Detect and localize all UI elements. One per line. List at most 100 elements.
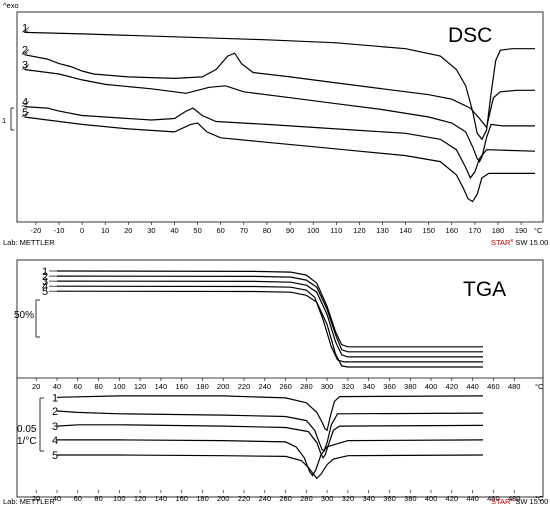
dtg-x-tick-label: 200 [217,494,230,503]
dsc-x-tick-label: 90 [286,226,294,235]
dsc-leader-line-3 [21,64,30,70]
tga-x-tick-label: 200 [217,382,230,391]
dtg-series-label-5: 5 [52,450,58,462]
dsc-footer-software: STARe SW 15.00 [491,238,548,247]
dtg-x-tick-label: 340 [362,494,375,503]
tga-x-tick-label: 380 [404,382,417,391]
dsc-x-tick-label: 50 [193,226,201,235]
dsc-x-tick-label: 180 [492,226,505,235]
dtg-x-tick-label: 360 [383,494,396,503]
tga-x-unit: °C [535,382,544,391]
tga-x-tick-label: 20 [32,382,40,391]
tga-x-tick-label: 40 [53,382,61,391]
dsc-x-tick-label: 40 [170,226,178,235]
dtg-scale-label: 0.05 [17,424,37,435]
dtg-scale-unit: 1/°C [17,436,37,447]
dtg-x-tick-label: 140 [155,494,168,503]
dtg-x-tick-label: 80 [94,494,102,503]
tga-x-tick-label: 280 [300,382,313,391]
dsc-curve-1 [24,31,535,141]
dsc-x-axis: -20 -10 0 10 20 30 40 50 60 70 80 90 100 110 120 130 140… [30,222,543,235]
tga-x-tick-label: 340 [362,382,375,391]
dsc-curve-2 [24,52,535,129]
tga-curve-1 [56,270,483,348]
dsc-curve-3 [24,68,535,163]
tga-x-tick-label: 100 [113,382,126,391]
dsc-x-tick-label: -20 [30,226,41,235]
dsc-footer-lab: Lab: METTLER [3,238,55,247]
dsc-title: DSC [448,24,492,47]
tga-curves [56,270,483,368]
dsc-x-tick-label: 0 [80,226,84,235]
dsc-leader-line-1 [21,27,30,33]
dsc-leader-line-4 [21,101,30,107]
dtg-x-tick-label: 20 [32,494,40,503]
dtg-curve-1 [56,395,484,432]
dtg-x-tick-label: 160 [175,494,188,503]
tga-x-tick-label: 460 [487,382,500,391]
dsc-panel: ^exo DSC 1 1 2 3 45 -20 -10 0 10 20 30 40 50 60 70 80… [2,1,548,247]
dsc-exo-label: ^exo [3,1,19,10]
dsc-curve-4 [24,106,536,180]
dsc-series-label-2: 2 [22,45,28,57]
tga-series-label-4: 4 [42,281,48,293]
dtg-x-tick-label: 220 [238,494,251,503]
dtg-series-label-2: 2 [52,406,58,418]
tga-x-tick-label: 240 [259,382,272,391]
dsc-leader-line-2 [21,49,30,55]
dtg-x-unit: °C [535,494,544,503]
tga-x-tick-label: 60 [74,382,82,391]
tga-plot-frame [16,259,544,498]
dtg-x-tick-label: 100 [113,494,126,503]
dtg-series-labels: 1 2 3 4 5 [52,392,59,462]
tga-x-tick-label: 260 [279,382,292,391]
tga-x-tick-label: 360 [383,382,396,391]
dtg-x-tick-label: 260 [279,494,292,503]
tga-x-tick-label: 120 [134,382,147,391]
dtg-x-tick-label: 380 [404,494,417,503]
dtg-x-tick-label: 280 [300,494,313,503]
tga-series-label-2: 2 [42,271,48,283]
dsc-curves [24,31,536,203]
tga-x-tick-label: 220 [238,382,251,391]
dsc-x-tick-label: 70 [240,226,248,235]
dtg-x-tick-label: 440 [466,494,479,503]
dsc-x-tick-label: 60 [217,226,225,235]
dtg-scale-bar: 0.05 1/°C [17,397,44,452]
tga-x-tick-label: 80 [94,382,102,391]
dsc-x-unit: °C [534,226,543,235]
tga-x-tick-label: 180 [196,382,209,391]
tga-footer-software: STARe SW 15.00 [491,497,548,506]
tga-curve-4 [56,285,483,363]
dtg-x-axis: 20 40 60 80 100 120 140 160 180 200 220 240 260 280 30… [32,490,544,503]
dsc-x-tick-label: 110 [330,226,342,235]
dtg-x-tick-label: 240 [259,494,272,503]
dtg-x-tick-label: 420 [446,494,459,503]
tga-x-tick-label: 320 [342,382,355,391]
dtg-series-label-4: 4 [52,435,58,447]
dtg-curves [56,395,484,480]
dsc-x-tick-label: 10 [101,226,109,235]
tga-curve-3 [56,280,483,358]
dsc-series-label-4: 4 [22,97,28,109]
tga-series-label-5: 5 [42,286,48,298]
dsc-x-tick-label: 20 [124,226,132,235]
tga-x-tick-label: 400 [425,382,438,391]
tga-x-tick-label: 480 [508,382,521,391]
tga-footer-lab: Lab: METTLER [3,497,55,506]
dsc-x-tick-label: 100 [307,226,320,235]
tga-curve-5 [56,290,483,368]
dsc-leader-line-5 [21,111,30,118]
dsc-x-tick-label: 80 [263,226,271,235]
dtg-x-tick-label: 320 [342,494,355,503]
tga-x-tick-label: 440 [466,382,479,391]
dsc-x-tick-label: 30 [147,226,155,235]
dsc-x-tick-label: 150 [422,226,435,235]
dsc-x-tick-label: 130 [376,226,389,235]
tga-x-tick-label: 300 [321,382,334,391]
tga-curve-2 [56,275,483,353]
tga-title: TGA [463,278,506,301]
dsc-x-tick-label: 170 [469,226,482,235]
